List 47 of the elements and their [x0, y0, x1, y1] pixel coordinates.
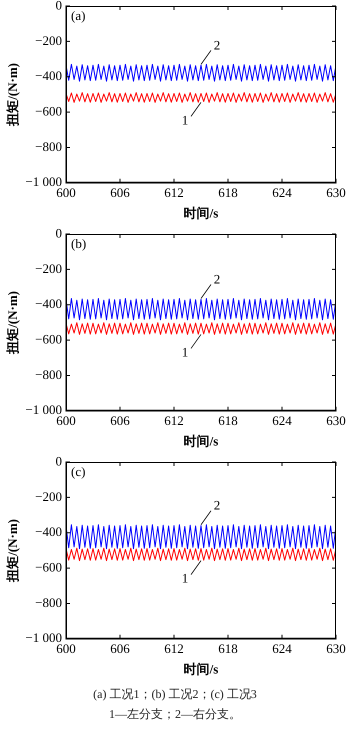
series-label: 2 [214, 271, 220, 286]
y-tick-label: −200 [35, 32, 62, 48]
series-label: 2 [214, 37, 220, 52]
x-tick-label: 630 [326, 413, 346, 428]
x-axis-title: 时间/s [184, 434, 218, 449]
y-tick-label: 0 [56, 453, 62, 468]
y-tick-label: −400 [35, 524, 62, 540]
series-label: 1 [182, 112, 188, 128]
x-tick-label: 630 [326, 641, 346, 656]
y-axis-title: 扭矩/(N·m) [5, 518, 20, 583]
y-tick-label: −800 [35, 594, 62, 610]
x-tick-label: 606 [110, 413, 130, 428]
y-tick-label: −600 [35, 104, 62, 118]
x-axis-title: 时间/s [184, 662, 218, 677]
annotation: (c) [71, 464, 86, 479]
x-tick-label: 618 [218, 413, 238, 428]
x-tick-label: 612 [164, 413, 184, 428]
text: 1—左分支；2—右分支。 [108, 706, 242, 723]
x-tick-label: 630 [326, 185, 346, 200]
x-tick-label: 624 [272, 413, 292, 428]
series-label: 2 [214, 498, 220, 513]
x-tick-label: 606 [110, 641, 130, 656]
y-tick-label: −400 [35, 296, 62, 312]
x-tick-label: 612 [164, 641, 184, 656]
text: (a) 工况1；(b) 工况2；(c) 工况3 [92, 686, 258, 703]
y-tick-label: −200 [35, 260, 62, 276]
x-tick-label: 606 [110, 185, 130, 200]
y-tick-label: 0 [56, 225, 62, 240]
annotation: (a) [71, 8, 86, 23]
y-axis-title: 扭矩/(N·m) [5, 290, 20, 355]
series-label: 1 [182, 570, 188, 586]
x-tick-label: 612 [164, 185, 184, 200]
y-axis-title: 扭矩/(N·m) [5, 62, 20, 127]
y-tick-label: −600 [35, 332, 62, 346]
x-tick-label: 618 [218, 185, 238, 200]
series-label: 1 [182, 344, 188, 360]
y-tick-label: −800 [35, 366, 62, 382]
x-tick-label: 618 [218, 641, 238, 656]
y-tick-label: −600 [35, 560, 62, 574]
y-tick-label: 0 [56, 0, 62, 12]
x-axis-title: 时间/s [184, 206, 218, 221]
x-tick-label: 624 [272, 185, 292, 200]
y-tick-label: −200 [35, 488, 62, 504]
x-tick-label: 624 [272, 641, 292, 656]
y-tick-label: −800 [35, 138, 62, 154]
y-tick-label: −400 [35, 68, 62, 84]
annotation: (b) [71, 236, 86, 251]
